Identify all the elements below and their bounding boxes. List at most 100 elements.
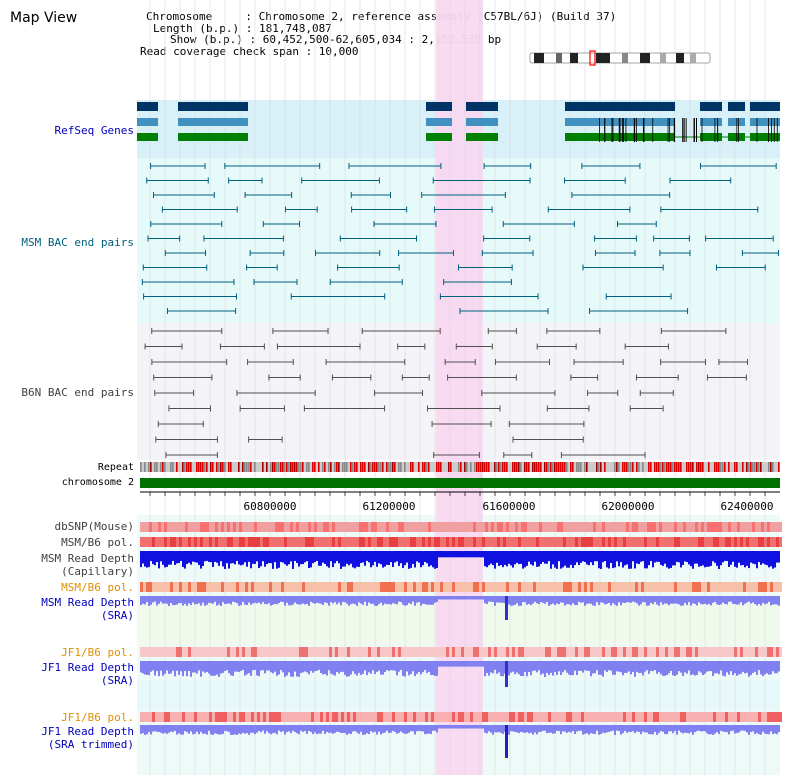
depth-bar [618, 551, 620, 567]
heat-cell [710, 522, 713, 532]
depth-bar [240, 596, 242, 606]
depth-bar [346, 661, 348, 677]
heat-cell [686, 712, 689, 722]
heat-cell [158, 647, 161, 657]
heat-cell [197, 712, 200, 722]
repeat-mark [346, 462, 348, 472]
heat-cell [650, 537, 653, 547]
heat-cell [554, 537, 557, 547]
repeat-mark [642, 462, 644, 472]
heat-cell [614, 647, 617, 657]
depth-bar [498, 725, 500, 733]
depth-bar [450, 596, 452, 600]
depth-bar [680, 661, 682, 673]
depth-bar [388, 661, 390, 671]
depth-bar [574, 661, 576, 671]
depth-bar [332, 551, 334, 568]
heat-cell [467, 712, 470, 722]
heat-cell [449, 537, 452, 547]
depth-bar [260, 596, 262, 605]
depth-bar [642, 551, 644, 562]
heat-cell [200, 522, 203, 532]
depth-bar [288, 725, 290, 732]
depth-bar [316, 725, 318, 735]
depth-bar [142, 661, 144, 674]
depth-bar [244, 725, 246, 734]
heat-cell [326, 537, 329, 547]
depth-bar [632, 596, 634, 602]
label-refseq-genes[interactable]: RefSeq Genes [54, 124, 134, 137]
depth-bar [352, 725, 354, 732]
depth-bar [352, 661, 354, 672]
heat-cell [593, 522, 596, 532]
heat-cell [644, 647, 647, 657]
heat-cell [677, 522, 680, 532]
depth-bar [564, 725, 566, 732]
depth-bar [774, 725, 776, 734]
repeat-mark [392, 462, 394, 472]
heat-cell [440, 582, 443, 592]
heat-cell [623, 537, 626, 547]
heat-cell [152, 537, 155, 547]
depth-bar [140, 725, 142, 734]
depth-bar [610, 661, 612, 671]
depth-bar [282, 661, 284, 673]
heat-cell [374, 647, 377, 657]
depth-bar [772, 551, 774, 569]
depth-bar [296, 725, 298, 734]
heat-cell [599, 647, 602, 657]
heat-cell [575, 712, 578, 722]
heat-cell [203, 712, 206, 722]
depth-bar [498, 596, 500, 603]
heat-cell [305, 522, 308, 532]
heat-cell [716, 522, 719, 532]
heat-cell [521, 647, 524, 657]
depth-bar [564, 551, 566, 566]
heat-cell [701, 712, 704, 722]
heat-cell [761, 537, 764, 547]
depth-bar [496, 551, 498, 563]
depth-bar [764, 551, 766, 565]
depth-bar [736, 596, 738, 605]
depth-bar [156, 596, 158, 606]
heat-cell [194, 537, 197, 547]
heat-cell [206, 522, 209, 532]
repeat-mark [538, 462, 540, 472]
heat-cell [332, 537, 335, 547]
depth-bar [330, 596, 332, 603]
heat-cell [461, 712, 464, 722]
heat-cell [263, 582, 266, 592]
heat-cell [239, 712, 242, 722]
heat-cell [251, 522, 254, 532]
heat-cell [446, 712, 449, 722]
heat-cell [158, 582, 161, 592]
label-b6n-bac[interactable]: B6N BAC end pairs [21, 386, 134, 399]
heat-cell [275, 712, 278, 722]
heat-cell [353, 647, 356, 657]
label-msm-b6-pol-1: MSM/B6 pol. [61, 536, 134, 549]
depth-bar [596, 661, 598, 671]
depth-bar [298, 661, 300, 677]
gridlines [149, 0, 766, 775]
heat-cell [182, 522, 185, 532]
depth-bar [648, 661, 650, 674]
heat-cell [338, 537, 341, 547]
heat-cell [536, 712, 539, 722]
heat-cell [341, 647, 344, 657]
depth-bar [460, 596, 462, 600]
depth-bar [584, 725, 586, 734]
depth-bar [492, 661, 494, 674]
heat-cell [296, 537, 299, 547]
depth-bar [542, 725, 544, 731]
heat-cell [329, 582, 332, 592]
repeat-mark [336, 462, 338, 472]
heat-cell [449, 647, 452, 657]
heat-cell [254, 647, 257, 657]
depth-bar [330, 661, 332, 674]
heat-cell [290, 582, 293, 592]
label-msm-bac[interactable]: MSM BAC end pairs [21, 236, 134, 249]
depth-bar [738, 661, 740, 675]
heat-cell [602, 712, 605, 722]
heat-cell [443, 712, 446, 722]
